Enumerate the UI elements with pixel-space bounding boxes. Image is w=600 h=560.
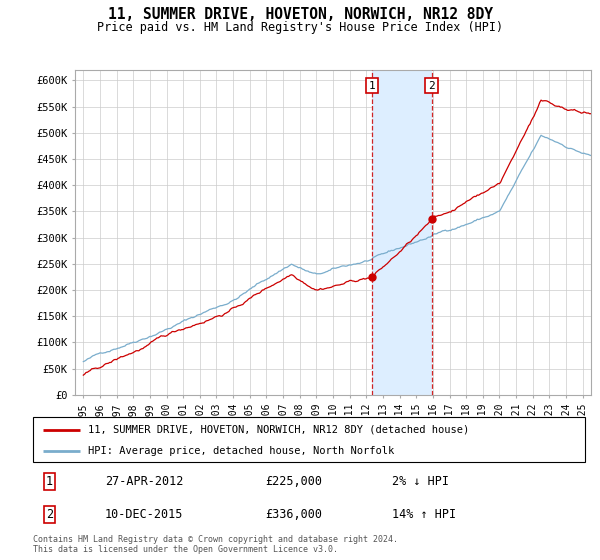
FancyBboxPatch shape: [33, 417, 585, 462]
Text: 2% ↓ HPI: 2% ↓ HPI: [392, 475, 449, 488]
Text: HPI: Average price, detached house, North Norfolk: HPI: Average price, detached house, Nort…: [88, 446, 394, 456]
Text: 10-DEC-2015: 10-DEC-2015: [105, 508, 183, 521]
Text: 2: 2: [428, 81, 435, 91]
Text: £225,000: £225,000: [265, 475, 322, 488]
Text: Contains HM Land Registry data © Crown copyright and database right 2024.
This d: Contains HM Land Registry data © Crown c…: [33, 535, 398, 554]
Text: 11, SUMMER DRIVE, HOVETON, NORWICH, NR12 8DY: 11, SUMMER DRIVE, HOVETON, NORWICH, NR12…: [107, 7, 493, 22]
Text: 2: 2: [46, 508, 53, 521]
Text: 1: 1: [368, 81, 375, 91]
Text: £336,000: £336,000: [265, 508, 322, 521]
Text: Price paid vs. HM Land Registry's House Price Index (HPI): Price paid vs. HM Land Registry's House …: [97, 21, 503, 34]
Text: 14% ↑ HPI: 14% ↑ HPI: [392, 508, 456, 521]
Text: 11, SUMMER DRIVE, HOVETON, NORWICH, NR12 8DY (detached house): 11, SUMMER DRIVE, HOVETON, NORWICH, NR12…: [88, 424, 469, 435]
Bar: [372, 70, 431, 395]
Text: 27-APR-2012: 27-APR-2012: [105, 475, 183, 488]
Text: 1: 1: [46, 475, 53, 488]
